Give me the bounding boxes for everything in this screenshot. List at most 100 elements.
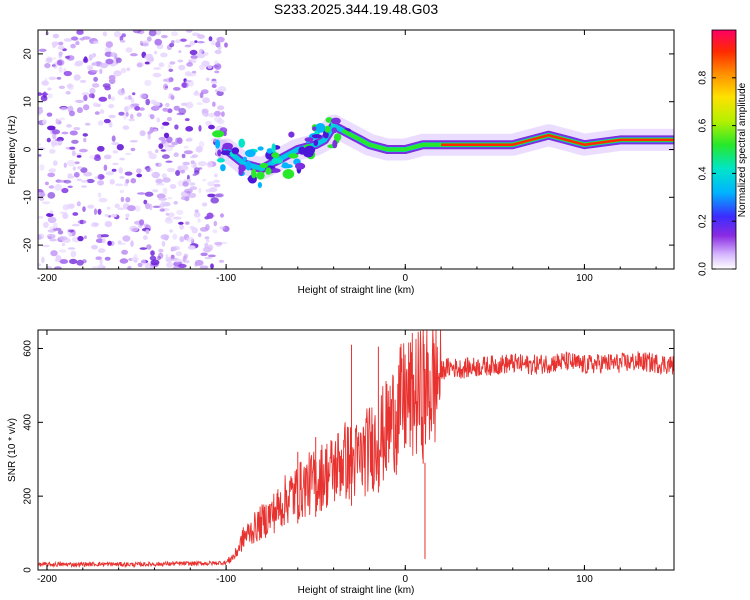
noise-blobs [38, 30, 230, 269]
noise-blob [94, 155, 101, 161]
noise-blob [134, 205, 141, 212]
noise-blob [178, 50, 182, 53]
noise-blob [123, 113, 127, 120]
noise-blob [194, 167, 200, 173]
snr-axes: -200 -100 0 100 0 200 400 600 [23, 330, 674, 585]
noise-blob [207, 181, 215, 187]
noise-blob [210, 80, 218, 84]
noise-blob [201, 202, 208, 207]
noise-blob [51, 129, 61, 135]
x-tick-label: -200 [37, 273, 57, 284]
noise-blob [185, 126, 194, 132]
track-blob [271, 143, 276, 153]
noise-blob [186, 137, 193, 142]
x-tick-label: 0 [402, 273, 408, 284]
noise-blob [108, 121, 113, 128]
noise-blob [73, 74, 81, 81]
noise-blob [191, 227, 198, 234]
noise-blob [47, 125, 56, 131]
track-blob [270, 168, 281, 173]
colorbar-tick-label: 0.8 [698, 70, 709, 84]
track-blob [242, 156, 248, 162]
noise-blob [67, 185, 73, 188]
noise-blob [199, 265, 209, 269]
noise-blob [160, 125, 164, 130]
noise-blob [180, 169, 186, 174]
noise-blob [192, 173, 197, 177]
noise-blob [97, 248, 106, 254]
spectrogram-x-label: Height of straight line (km) [298, 285, 415, 296]
noise-blob [130, 240, 134, 247]
track-blob [257, 182, 262, 188]
noise-blob [175, 39, 181, 44]
track-blob [251, 168, 257, 179]
noise-blob [215, 41, 221, 48]
noise-blob [124, 96, 129, 100]
noise-blob [51, 41, 60, 46]
noise-blob [55, 118, 60, 125]
noise-blob [69, 130, 78, 136]
track-blob [238, 138, 245, 148]
noise-blob [82, 259, 87, 264]
track-blob [330, 117, 341, 125]
noise-blob [187, 245, 196, 250]
noise-blob [113, 70, 122, 77]
noise-blob [205, 120, 212, 126]
noise-blob [93, 208, 98, 215]
noise-blob [121, 249, 128, 255]
noise-blob [58, 51, 63, 57]
noise-blob [183, 145, 189, 149]
noise-blob [210, 197, 219, 204]
noise-blob [99, 258, 103, 265]
noise-blob [153, 67, 162, 70]
track-blob [298, 146, 306, 155]
noise-blob [139, 40, 144, 46]
noise-blob [90, 40, 94, 44]
noise-blob [210, 40, 216, 46]
noise-blob [103, 154, 112, 160]
noise-blob [171, 31, 179, 37]
noise-blob [152, 72, 162, 78]
noise-blob [81, 36, 91, 40]
noise-blob [79, 219, 84, 225]
noise-blob [125, 217, 129, 220]
noise-blob [125, 213, 130, 218]
noise-blob [219, 226, 226, 230]
y-tick-label: 0 [23, 567, 34, 573]
noise-blob [103, 164, 108, 171]
noise-blob [47, 172, 56, 178]
noise-blob [125, 197, 131, 203]
track-blob [332, 139, 338, 149]
noise-blob [76, 201, 81, 207]
track-blob [304, 137, 314, 142]
noise-blob [160, 52, 168, 58]
y-tick-label: -20 [23, 237, 34, 252]
noise-blob [161, 173, 167, 179]
noise-blob [90, 222, 99, 228]
noise-blob [130, 53, 138, 57]
noise-blob [103, 118, 111, 124]
noise-blob [153, 128, 158, 132]
noise-blob [88, 93, 95, 99]
track-blob [281, 162, 289, 169]
noise-blob [136, 62, 143, 68]
track-blob [257, 146, 264, 151]
noise-blob [161, 34, 168, 39]
noise-blob [165, 212, 169, 216]
noise-blob [120, 40, 126, 43]
noise-blob [149, 255, 157, 261]
noise-blob [158, 62, 165, 68]
noise-blob [86, 178, 95, 184]
noise-blob [155, 30, 162, 36]
noise-blob [91, 244, 98, 250]
noise-blob [62, 212, 69, 220]
noise-blob [216, 193, 225, 198]
noise-blob [144, 202, 151, 210]
noise-blob [38, 154, 42, 157]
noise-blob [99, 175, 105, 179]
noise-blob [38, 107, 44, 114]
noise-blob [186, 62, 194, 67]
noise-blob [79, 148, 88, 153]
noise-blob [186, 30, 193, 33]
